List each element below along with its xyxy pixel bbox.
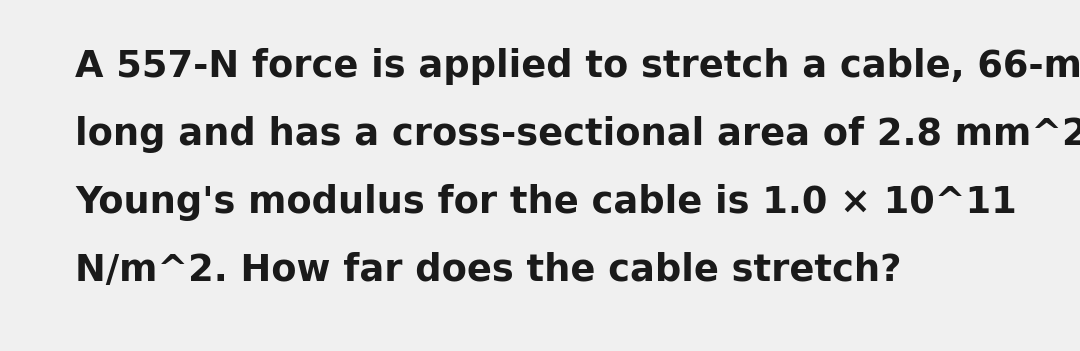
Text: A 557-N force is applied to stretch a cable, 66-m: A 557-N force is applied to stretch a ca…: [75, 48, 1080, 85]
Text: Young's modulus for the cable is 1.0 × 10^11: Young's modulus for the cable is 1.0 × 1…: [75, 184, 1016, 221]
Text: long and has a cross-sectional area of 2.8 mm^2.: long and has a cross-sectional area of 2…: [75, 116, 1080, 153]
Text: N/m^2. How far does the cable stretch?: N/m^2. How far does the cable stretch?: [75, 252, 902, 289]
